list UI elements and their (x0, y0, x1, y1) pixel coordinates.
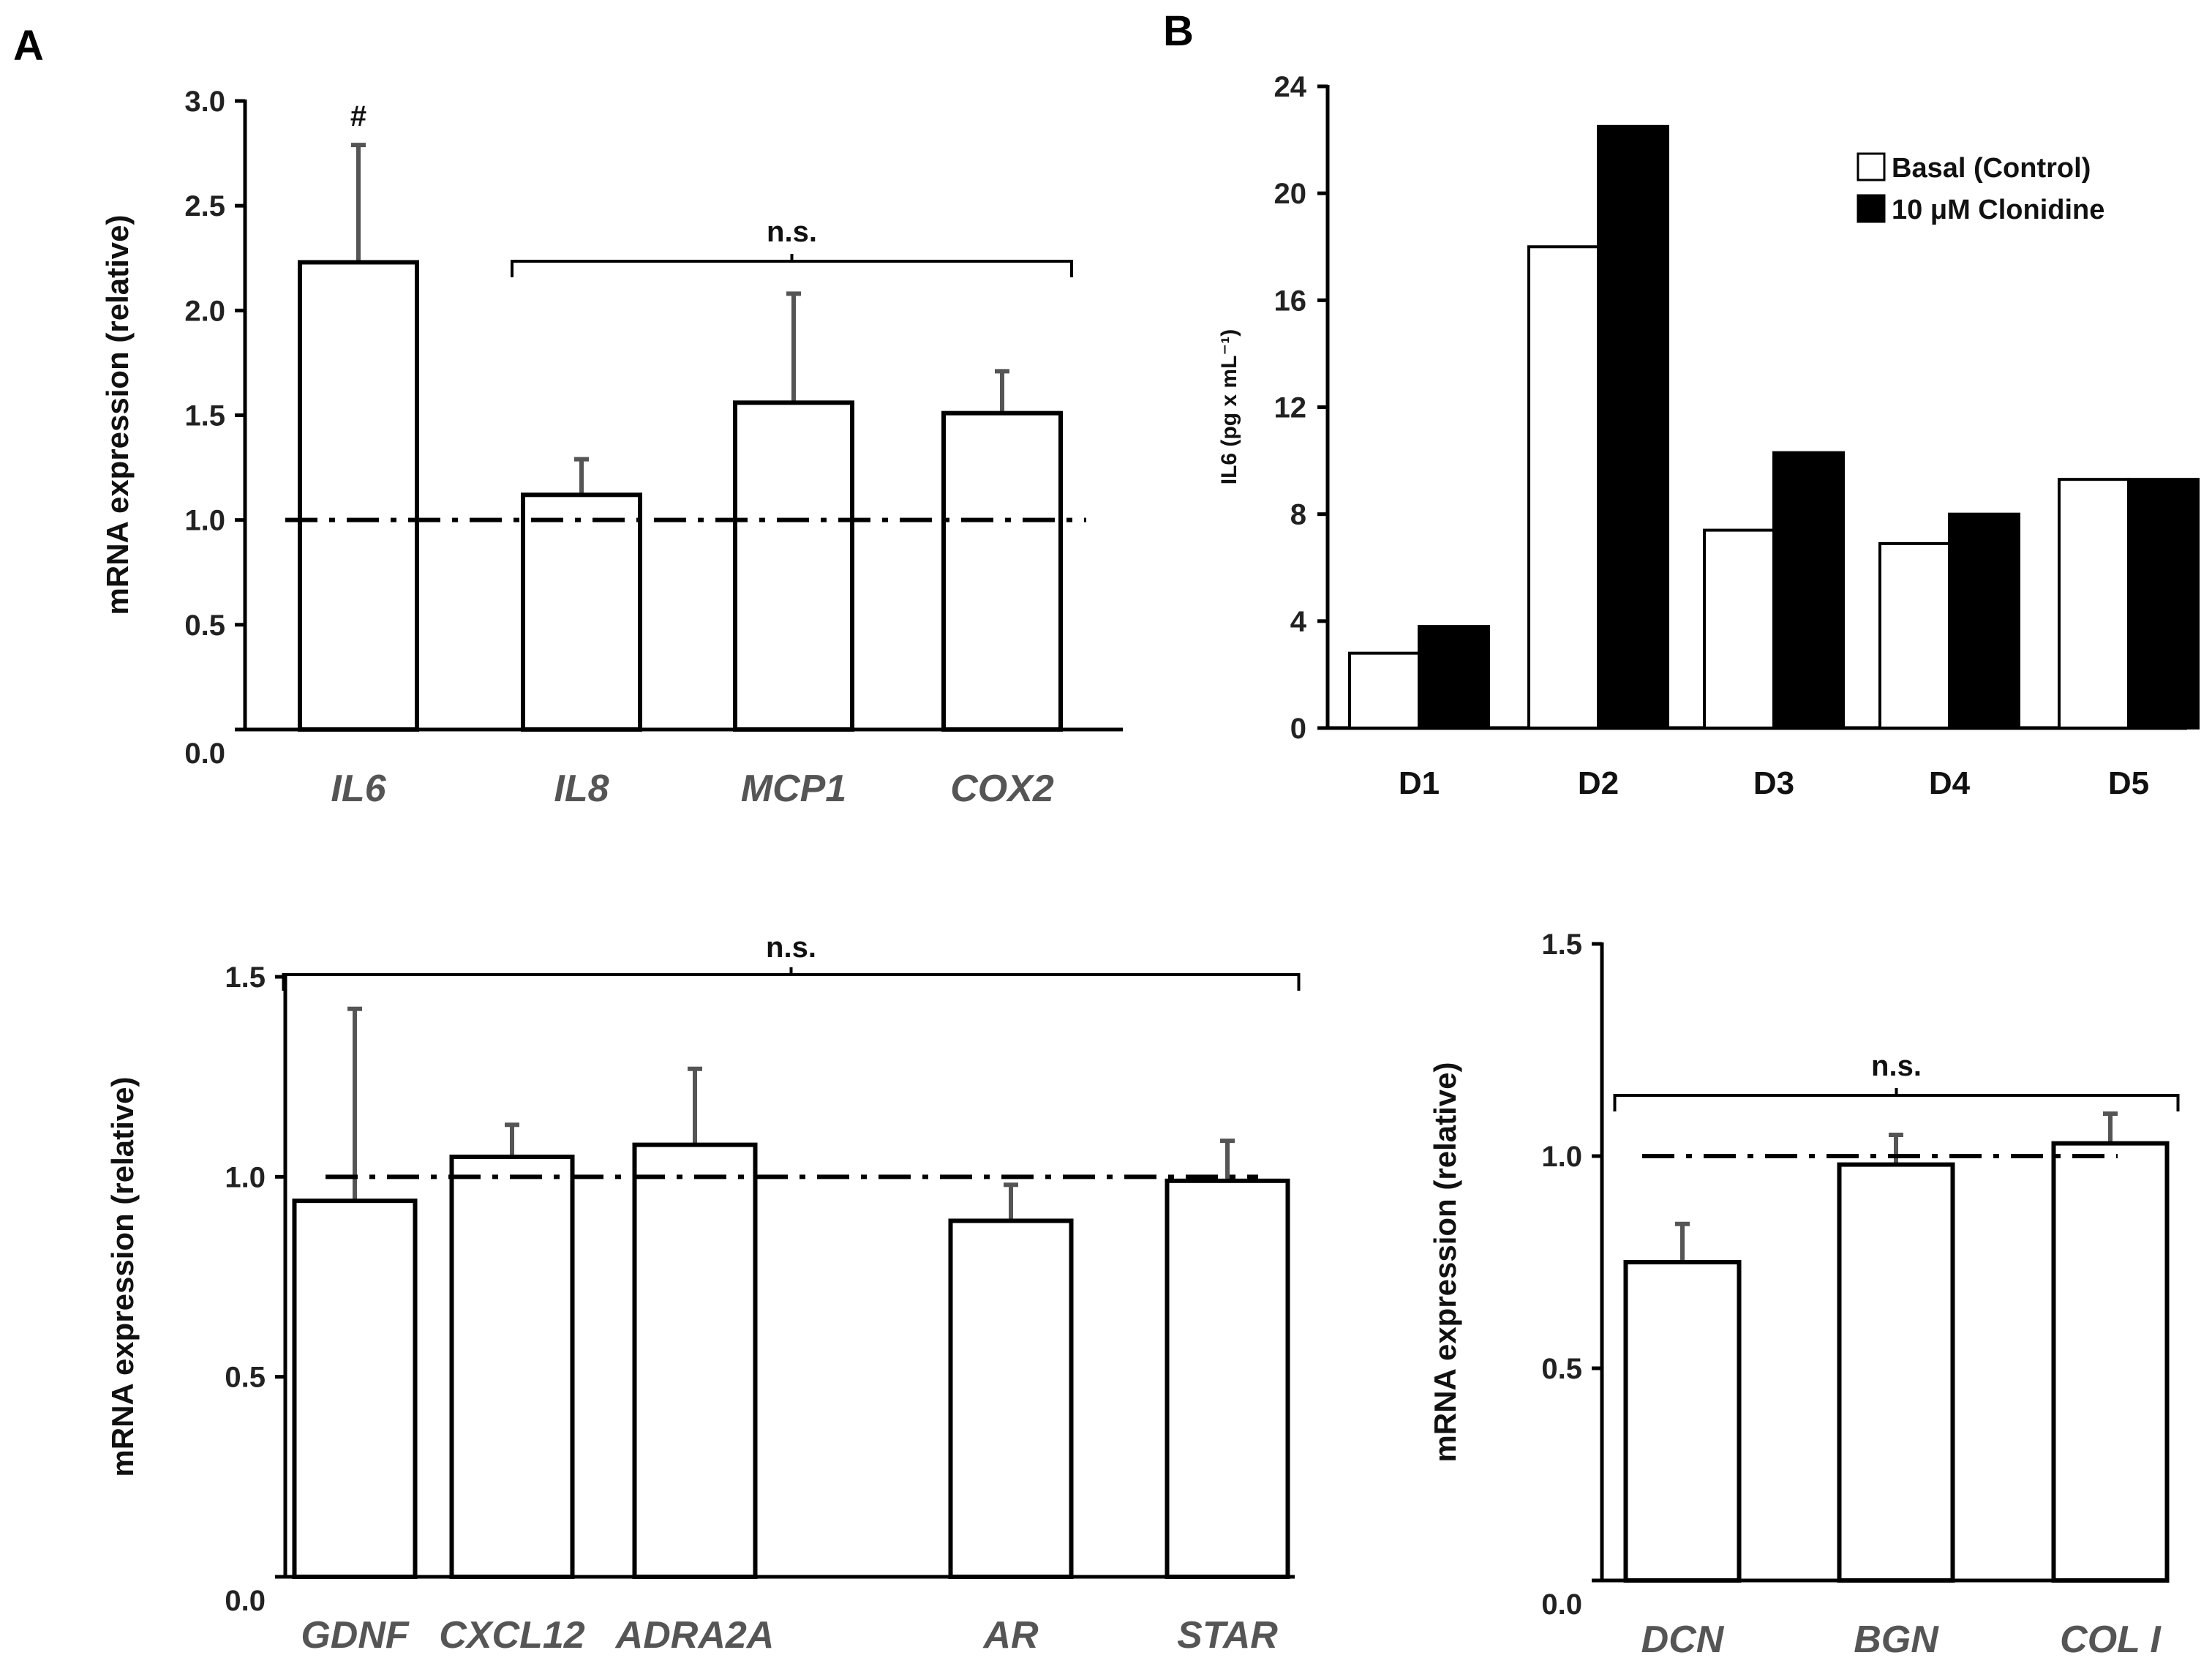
y-tick-label: 24 (1274, 71, 1307, 103)
category-label: D3 (1753, 765, 1794, 801)
y-tick-label: 0.0 (225, 1585, 266, 1617)
y-tick-label: 20 (1274, 178, 1307, 210)
bar (1165, 1178, 1290, 1580)
y-tick-label: 0.5 (184, 610, 225, 642)
y-tick-label: 1.5 (184, 400, 225, 432)
bar-clonidine (1772, 451, 1845, 730)
y-tick-label: 1.0 (225, 1161, 266, 1193)
panel-label-a: A (13, 22, 44, 70)
significance-label: n.s. (767, 216, 817, 248)
y-axis-title: IL6 (pg x mL⁻¹) (1217, 329, 1241, 485)
y-tick-label: 16 (1274, 285, 1307, 317)
legend-swatch (1856, 194, 1886, 223)
y-tick-label: 12 (1274, 392, 1307, 424)
bar (292, 1199, 418, 1579)
bar (632, 1142, 758, 1579)
bar-clonidine (1948, 512, 2020, 730)
panel-label-b: B (1163, 7, 1194, 55)
category-label: ADRA2A (614, 1614, 775, 1657)
bar (941, 410, 1063, 732)
category-label: IL6 (331, 768, 386, 810)
bar-basal (2058, 478, 2130, 730)
category-label: BGN (1854, 1619, 1939, 1661)
category-label: COX2 (950, 768, 1054, 810)
category-label: CXCL12 (439, 1614, 584, 1657)
bar-basal (1878, 541, 1951, 730)
bar-basal (1348, 651, 1421, 730)
bar (298, 260, 419, 732)
bar (449, 1155, 575, 1579)
bar-basal (1527, 245, 1600, 730)
category-label: D5 (2108, 765, 2149, 801)
y-tick-label: 8 (1290, 499, 1306, 531)
significance-label: n.s. (766, 931, 816, 964)
chart-a-extracellular-matrix: 0.0 0.5 1.0 1.5 mRNA expression (relative) DC… (1428, 929, 2180, 1661)
category-label: D1 (1399, 765, 1440, 801)
y-tick-label: 4 (1290, 606, 1307, 638)
bar (1837, 1162, 1955, 1583)
y-axis-title: mRNA expression (relative) (105, 1077, 140, 1477)
bar (1623, 1260, 1742, 1583)
y-tick-label: 3.0 (184, 86, 225, 118)
bar-clonidine (1418, 625, 1490, 730)
bar (521, 492, 642, 732)
bar-basal (1703, 528, 1775, 730)
chart-a-steroidogenic: 0.0 0.5 1.0 1.5 mRNA expression (relative) GD… (105, 931, 1301, 1657)
bar-clonidine (1597, 124, 1669, 730)
category-label: COL I (2060, 1619, 2162, 1661)
bar (948, 1218, 1074, 1579)
bar-clonidine (2127, 478, 2200, 730)
y-tick-label: 1.0 (1541, 1141, 1582, 1173)
significance-label: n.s. (1871, 1050, 1922, 1082)
y-tick-label: 0.0 (1541, 1589, 1582, 1621)
category-label: IL8 (554, 768, 609, 810)
significance-mark: # (350, 100, 366, 132)
category-label: MCP1 (741, 768, 846, 810)
chart-a-inflammatory: 0.0 0.5 1.0 1.5 2.0 2.5 3.0 mRNA expression (re… (100, 86, 1123, 810)
category-label: STAR (1177, 1614, 1278, 1657)
y-tick-label: 0.5 (1541, 1353, 1582, 1385)
legend-label: 10 μM Clonidine (1892, 195, 2104, 225)
category-label: AR (982, 1614, 1039, 1657)
chart-b-il6-secretion: 0 4 8 12 16 20 24 IL6 (pg x mL⁻¹) D1 D2 D3 D4 D5 Basa… (1217, 71, 2200, 801)
y-tick-label: 1.5 (225, 961, 266, 994)
y-tick-label: 2.5 (184, 190, 225, 222)
y-tick-label: 0.0 (184, 738, 225, 770)
category-label: DCN (1641, 1619, 1725, 1661)
y-axis-title: mRNA expression (relative) (100, 215, 135, 615)
y-tick-label: 2.0 (184, 295, 225, 327)
y-tick-label: 1.5 (1541, 929, 1582, 961)
category-label: D4 (1929, 765, 1971, 801)
y-tick-label: 0.5 (225, 1362, 266, 1394)
legend-label: Basal (Control) (1892, 153, 2091, 184)
y-tick-label: 0 (1290, 713, 1306, 745)
y-axis-title: mRNA expression (relative) (1428, 1062, 1462, 1463)
bar (2051, 1141, 2170, 1583)
category-label: D2 (1578, 765, 1619, 801)
y-tick-label: 1.0 (184, 505, 225, 537)
legend-swatch (1856, 152, 1886, 181)
bar (733, 400, 854, 732)
category-label: GDNF (301, 1614, 410, 1657)
